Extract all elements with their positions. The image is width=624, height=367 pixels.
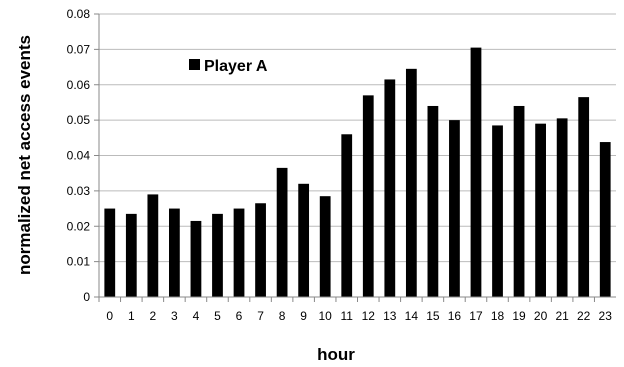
y-axis-ticks: 0 0.01 0.02 0.03 0.04 0.05 0.06 0.07 0.08 [67, 7, 99, 304]
x-tick-label-0: 0 [106, 309, 113, 323]
x-tick-label-5: 5 [214, 309, 221, 323]
bar-hour-22 [578, 97, 590, 297]
bar-hour-13 [384, 79, 396, 297]
bar-hour-12 [362, 95, 374, 297]
x-tick-label-21: 21 [555, 309, 569, 323]
x-axis-ticks: 0 1 2 3 4 5 6 7 8 9 10 11 12 13 14 15 16 17 18 19 20 21 22 23 [98, 297, 613, 323]
bar-hour-10 [319, 196, 331, 297]
x-tick-label-6: 6 [236, 309, 243, 323]
y-tick-label-3: 0.03 [67, 184, 91, 198]
bar-hour-17 [470, 47, 482, 298]
bars [104, 47, 611, 298]
x-tick-label-15: 15 [426, 309, 440, 323]
bar-hour-20 [535, 123, 546, 297]
bar-hour-3 [169, 208, 180, 297]
x-tick-label-1: 1 [128, 309, 135, 323]
y-tick-label-1: 0.01 [67, 255, 91, 269]
x-tick-label-13: 13 [383, 309, 397, 323]
x-tick-label-16: 16 [448, 309, 462, 323]
bar-hour-6 [233, 208, 245, 297]
bar-hour-21 [556, 118, 568, 297]
x-tick-label-23: 23 [599, 309, 613, 323]
bar-hour-15 [427, 105, 439, 297]
x-tick-label-22: 22 [577, 309, 591, 323]
y-tick-label-8: 0.08 [67, 7, 91, 21]
bar-hour-1 [125, 213, 137, 297]
bar-hour-5 [212, 213, 223, 297]
y-tick-label-5: 0.05 [67, 113, 91, 127]
legend: Player A [189, 58, 268, 75]
bar-hour-4 [190, 220, 202, 297]
bar-hour-7 [255, 203, 266, 297]
bar-hour-9 [298, 183, 310, 297]
legend-label-player-a: Player A [204, 58, 268, 75]
x-axis-title: hour [317, 345, 355, 364]
bar-hour-11 [341, 134, 353, 297]
x-tick-label-8: 8 [279, 309, 286, 323]
x-tick-label-12: 12 [362, 309, 376, 323]
y-tick-label-2: 0.02 [67, 219, 91, 233]
bar-hour-2 [147, 194, 159, 297]
y-tick-label-7: 0.07 [67, 42, 91, 56]
bar-hour-14 [405, 68, 417, 297]
x-tick-label-9: 9 [300, 309, 307, 323]
x-tick-label-19: 19 [512, 309, 526, 323]
bar-hour-8 [276, 167, 288, 297]
x-tick-label-3: 3 [171, 309, 178, 323]
x-tick-label-7: 7 [257, 309, 264, 323]
x-tick-label-18: 18 [491, 309, 505, 323]
x-tick-label-11: 11 [340, 309, 353, 323]
x-tick-label-17: 17 [469, 309, 483, 323]
bar-hour-19 [513, 105, 525, 297]
x-tick-label-20: 20 [534, 309, 548, 323]
bar-hour-18 [492, 125, 503, 298]
y-tick-label-4: 0.04 [67, 149, 91, 163]
bar-hour-16 [449, 120, 460, 297]
legend-swatch-player-a [189, 59, 200, 70]
x-tick-label-2: 2 [150, 309, 157, 323]
x-tick-label-4: 4 [193, 309, 200, 323]
x-tick-label-14: 14 [405, 309, 419, 323]
bar-hour-23 [599, 142, 611, 297]
gridlines [99, 13, 616, 298]
y-axis-title: normalized net access events [15, 35, 34, 275]
y-tick-label-0: 0 [83, 290, 90, 304]
x-tick-label-10: 10 [319, 309, 333, 323]
bar-hour-0 [104, 208, 116, 297]
y-tick-label-6: 0.06 [67, 78, 91, 92]
